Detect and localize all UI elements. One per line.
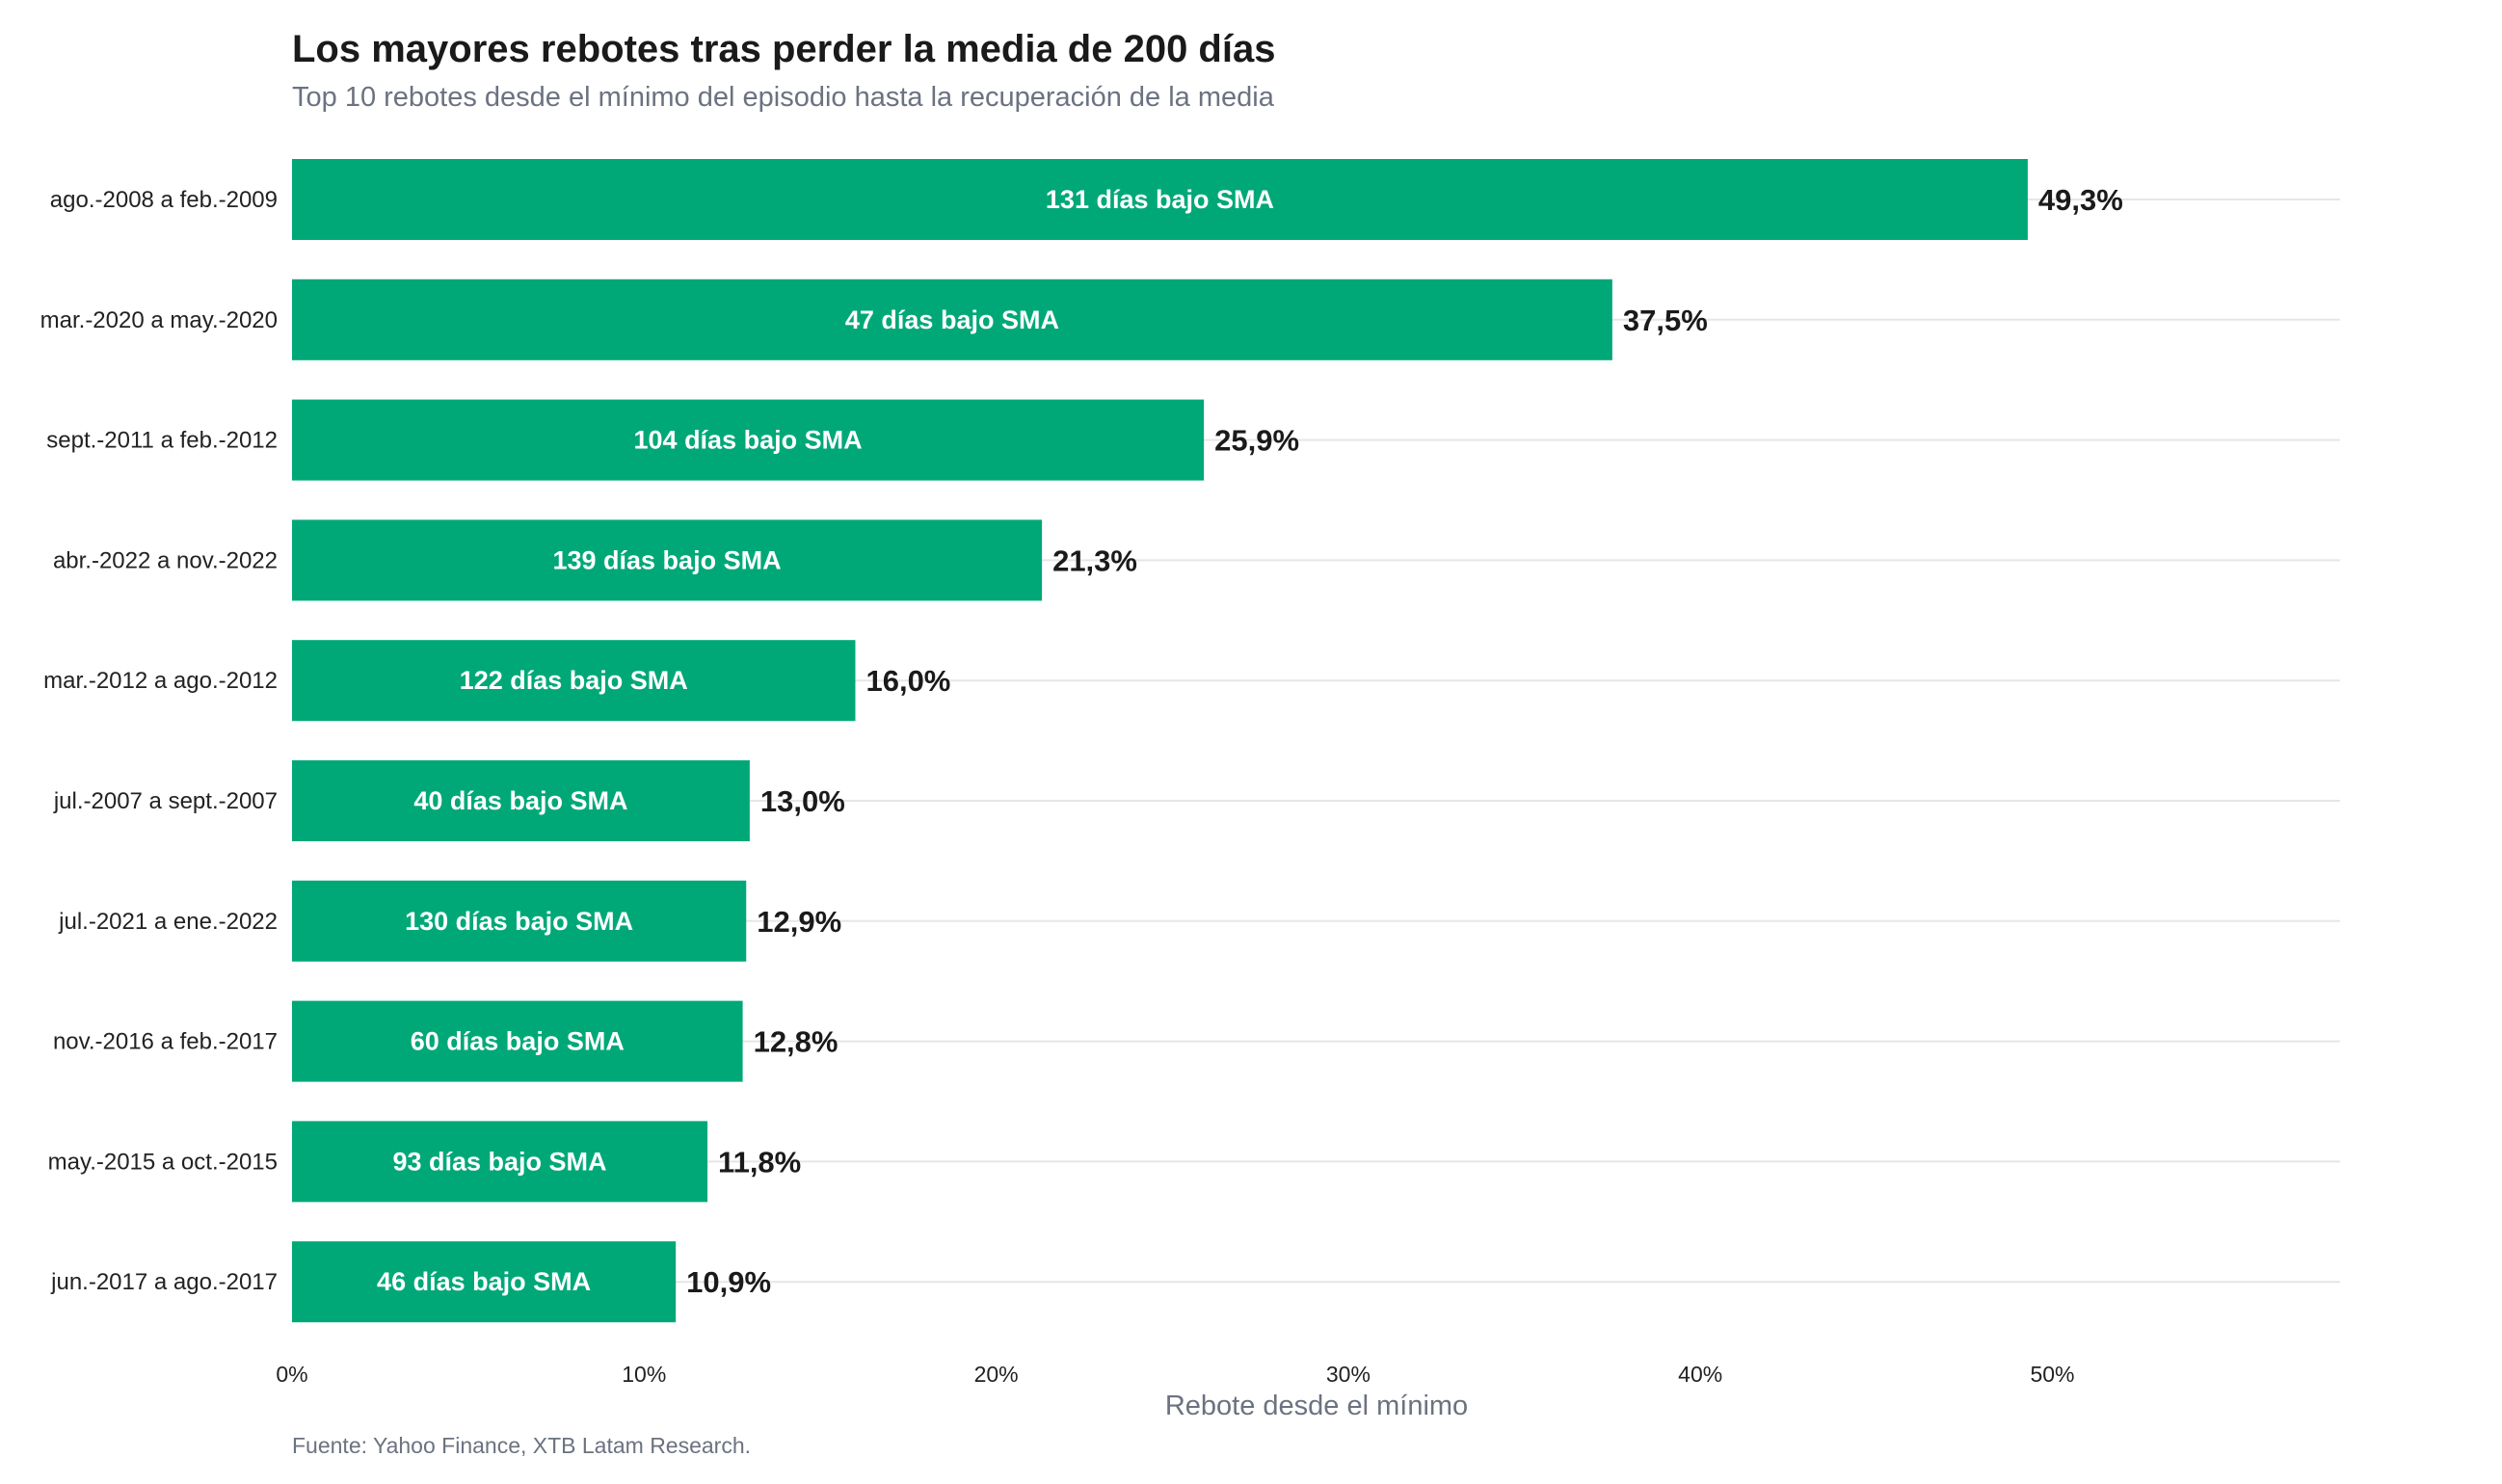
bar [292, 760, 750, 841]
bar-days-label: 139 días bajo SMA [552, 545, 781, 574]
value-label: 12,9% [757, 905, 841, 939]
chart-subtitle: Top 10 rebotes desde el mínimo del episo… [292, 82, 1275, 113]
category-label: jul.-2007 a sept.-2007 [53, 788, 278, 814]
bar [292, 278, 1612, 360]
bar-days-label: 47 días bajo SMA [845, 305, 1059, 334]
source-note: Fuente: Yahoo Finance, XTB Latam Researc… [292, 1433, 751, 1458]
value-label: 49,3% [2038, 183, 2123, 217]
x-tick-label: 50% [2030, 1362, 2074, 1387]
bar [292, 1121, 708, 1203]
bar-days-label: 130 días bajo SMA [405, 907, 633, 936]
value-label: 21,3% [1052, 543, 1137, 577]
category-label: sept.-2011 a feb.-2012 [46, 428, 278, 454]
bar-days-label: 46 días bajo SMA [377, 1267, 591, 1296]
value-label: 10,9% [686, 1265, 771, 1299]
bar-days-label: 122 días bajo SMA [460, 666, 688, 695]
bar-days-label: 60 días bajo SMA [411, 1027, 625, 1056]
bar [292, 880, 747, 962]
bar [292, 519, 1043, 601]
bars [292, 159, 2028, 1323]
bar-days-label: 93 días bajo SMA [392, 1147, 606, 1176]
labels: ago.-2008 a feb.-2009 131 días bajo SMA 49… [40, 183, 2123, 1299]
x-axis: 0% 10% 20% 30% 40% 50% [276, 1362, 2074, 1387]
value-label: 11,8% [718, 1145, 801, 1179]
bar [292, 159, 2028, 240]
x-tick-label: 30% [1326, 1362, 1371, 1387]
category-label: ago.-2008 a feb.-2009 [50, 187, 278, 213]
category-label: abr.-2022 a nov.-2022 [53, 547, 278, 573]
x-tick-label: 10% [622, 1362, 666, 1387]
bar-days-label: 131 días bajo SMA [1046, 185, 1274, 214]
value-label: 25,9% [1214, 424, 1299, 458]
category-label: mar.-2012 a ago.-2012 [43, 668, 278, 694]
category-label: mar.-2020 a may.-2020 [40, 307, 278, 333]
category-label: nov.-2016 a feb.-2017 [53, 1029, 278, 1055]
bar [292, 1000, 743, 1082]
x-tick-label: 20% [974, 1362, 1019, 1387]
x-axis-label: Rebote desde el mínimo [1165, 1391, 1468, 1421]
x-tick-label: 40% [1678, 1362, 1722, 1387]
value-label: 12,8% [754, 1025, 838, 1059]
bar [292, 399, 1205, 481]
x-tick-label: 0% [276, 1362, 307, 1387]
bar [292, 640, 856, 722]
bar-days-label: 40 días bajo SMA [413, 786, 627, 815]
value-label: 37,5% [1623, 304, 1708, 337]
category-label: may.-2015 a oct.-2015 [48, 1149, 278, 1175]
chart-title: Los mayores rebotes tras perder la media… [292, 28, 1275, 70]
value-label: 16,0% [865, 664, 950, 698]
bar [292, 1241, 677, 1323]
category-label: jul.-2021 a ene.-2022 [58, 909, 278, 935]
grid-lines [292, 199, 2340, 1284]
value-label: 13,0% [760, 784, 845, 818]
category-label: jun.-2017 a ago.-2017 [50, 1269, 278, 1295]
bar-days-label: 104 días bajo SMA [634, 426, 863, 455]
